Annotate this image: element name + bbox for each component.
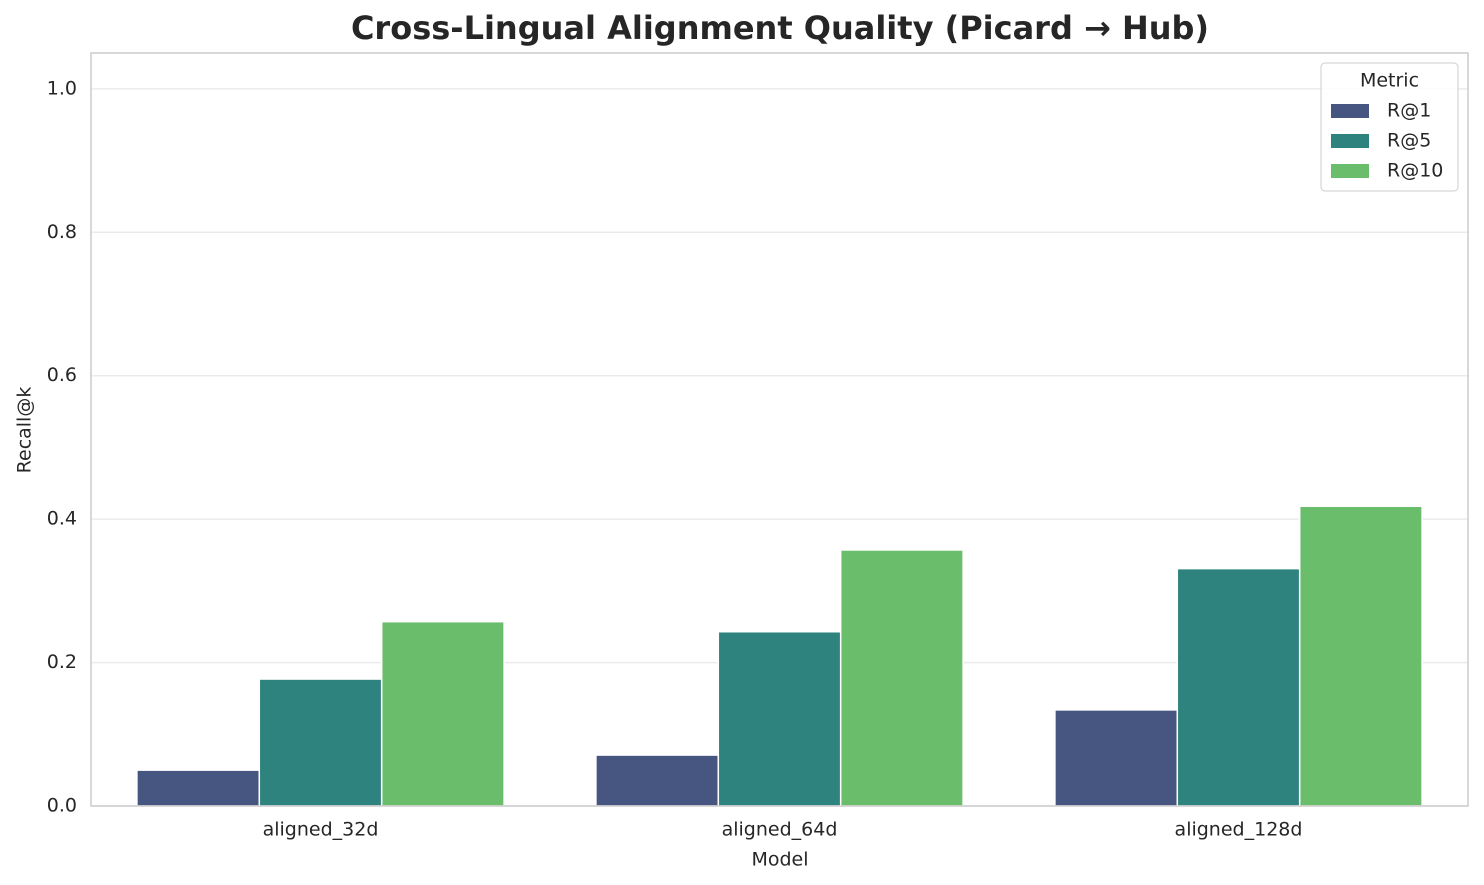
x-tick-label: aligned_64d <box>722 819 838 841</box>
bar <box>1298 505 1423 807</box>
y-tick-label: 1.0 <box>47 77 77 99</box>
bar <box>1176 567 1301 807</box>
bar <box>258 678 383 807</box>
y-tick-label: 0.8 <box>47 221 77 243</box>
bar <box>717 630 842 807</box>
y-tick-label: 0.4 <box>47 508 77 530</box>
x-tick-label: aligned_32d <box>263 819 379 841</box>
legend-title: Metric <box>1360 70 1419 92</box>
bar <box>839 549 964 807</box>
x-axis-label: Model <box>751 849 808 871</box>
legend-box <box>1320 62 1459 192</box>
legend-label: R@5 <box>1387 130 1431 152</box>
bar <box>136 769 261 807</box>
chart-title: Cross-Lingual Alignment Quality (Picard … <box>351 9 1209 47</box>
legend-label: R@1 <box>1387 100 1431 122</box>
bar <box>1054 709 1179 807</box>
bar <box>595 754 720 807</box>
plot-frame <box>90 52 1469 807</box>
legend-swatch <box>1331 164 1369 178</box>
y-axis-label: Recall@k <box>14 387 36 474</box>
legend-swatch <box>1331 134 1369 148</box>
legend-swatch <box>1331 104 1369 118</box>
y-tick-label: 0.2 <box>47 651 77 673</box>
y-tick-label: 0.6 <box>47 364 77 386</box>
y-tick-label: 0.0 <box>47 795 77 817</box>
legend-label: R@10 <box>1387 160 1443 182</box>
x-tick-label: aligned_128d <box>1175 819 1303 841</box>
bar <box>380 620 505 807</box>
